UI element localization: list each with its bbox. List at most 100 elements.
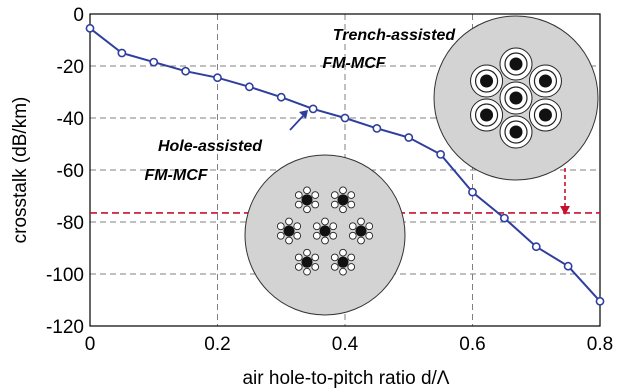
y-tick-label: 0	[73, 5, 84, 26]
x-tick-label: 0.2	[204, 334, 230, 355]
x-tick-label: 0.6	[459, 334, 485, 355]
trench-assisted-fiber-inset	[433, 15, 599, 181]
air-hole	[294, 253, 303, 262]
y-tick-label: -120	[46, 317, 84, 338]
hole-core	[337, 194, 349, 206]
air-hole	[311, 263, 320, 271]
hole-core	[337, 256, 349, 268]
data-point	[563, 261, 573, 271]
air-hole	[293, 222, 302, 231]
data-point	[149, 57, 159, 67]
air-hole	[293, 231, 302, 240]
data-point	[308, 104, 318, 114]
trench-label-line1: Trench-assisted	[333, 27, 457, 44]
data-point	[213, 73, 222, 83]
data-point	[404, 133, 414, 142]
air-hole	[348, 231, 357, 240]
y-tick-label: -40	[57, 109, 84, 130]
air-hole	[357, 217, 365, 226]
x-axis-title: air hole-to-pitch ratio d/Λ	[242, 368, 449, 389]
air-hole	[347, 200, 356, 209]
hole-core	[301, 194, 313, 206]
air-hole	[303, 248, 311, 257]
y-tick-label: -80	[57, 213, 84, 234]
air-hole	[329, 222, 338, 231]
air-hole	[330, 200, 339, 209]
air-hole	[311, 191, 320, 199]
hole-label-line2: FM-MCF	[144, 167, 208, 184]
hole-core	[283, 225, 295, 237]
trench-core	[480, 74, 494, 88]
air-hole	[365, 222, 374, 231]
hole-core	[301, 256, 313, 268]
air-hole	[276, 222, 285, 231]
air-hole	[357, 236, 365, 245]
x-tick-label: 0.8	[587, 334, 613, 355]
trench-core	[509, 125, 523, 139]
air-hole	[312, 231, 321, 240]
air-hole	[339, 248, 347, 257]
x-tick-label: 0.4	[332, 334, 359, 355]
air-hole	[311, 253, 320, 262]
data-point	[372, 123, 382, 133]
air-hole	[347, 253, 356, 262]
hole-arrow-shaft	[289, 115, 304, 131]
air-hole	[303, 186, 311, 195]
air-hole	[339, 205, 347, 214]
trench-core	[509, 57, 523, 71]
annotation-arrows	[289, 110, 570, 215]
air-hole	[311, 200, 320, 209]
data-point	[531, 242, 541, 252]
data-point	[340, 113, 350, 123]
y-axis-title: crosstalk (dB/km)	[10, 97, 31, 244]
air-hole	[294, 191, 303, 199]
air-hole	[294, 263, 303, 271]
air-hole	[276, 231, 285, 240]
hole-core	[355, 225, 367, 237]
air-hole	[347, 263, 356, 271]
trench-core	[538, 108, 552, 122]
air-hole	[321, 236, 329, 245]
air-hole	[285, 236, 293, 245]
trench-core	[509, 91, 523, 105]
trench-core	[480, 108, 494, 122]
data-point	[85, 23, 95, 33]
data-point	[468, 187, 477, 197]
plot-frame	[89, 13, 601, 327]
trench-label-line2: FM-MCF	[322, 55, 386, 72]
hole-arrow-head	[299, 110, 308, 119]
air-hole	[312, 222, 321, 231]
air-hole	[303, 205, 311, 214]
data-point	[436, 149, 446, 159]
air-hole	[285, 217, 293, 226]
trench-arrow-head	[560, 206, 570, 215]
air-hole	[294, 200, 303, 209]
x-tick-label: 0	[85, 334, 96, 355]
air-hole	[339, 186, 347, 195]
data-point	[117, 48, 127, 58]
hole-assisted-fiber-inset	[244, 154, 406, 316]
air-hole	[330, 263, 339, 271]
air-hole	[321, 217, 329, 226]
y-tick-label: -100	[46, 265, 84, 286]
hole-label-line1: Hole-assisted	[158, 138, 263, 155]
data-point	[499, 213, 509, 223]
y-tick-label: -60	[57, 161, 84, 182]
air-hole	[365, 231, 374, 240]
data-point	[244, 82, 254, 92]
air-hole	[330, 253, 339, 262]
series-group	[85, 23, 605, 306]
air-hole	[330, 191, 339, 199]
data-point	[181, 66, 191, 76]
air-hole	[303, 267, 311, 276]
air-hole	[347, 191, 356, 199]
hole-core	[319, 225, 331, 237]
air-hole	[339, 267, 347, 276]
y-tick-label: -20	[57, 57, 84, 78]
trench-core	[538, 74, 552, 88]
data-point	[595, 296, 605, 306]
tick-labels: 0 0.2 0.4 0.6 0.8 0 -20 -40 -60 -80 -100 -120	[46, 5, 613, 355]
air-hole	[329, 231, 338, 240]
data-point	[276, 92, 286, 102]
